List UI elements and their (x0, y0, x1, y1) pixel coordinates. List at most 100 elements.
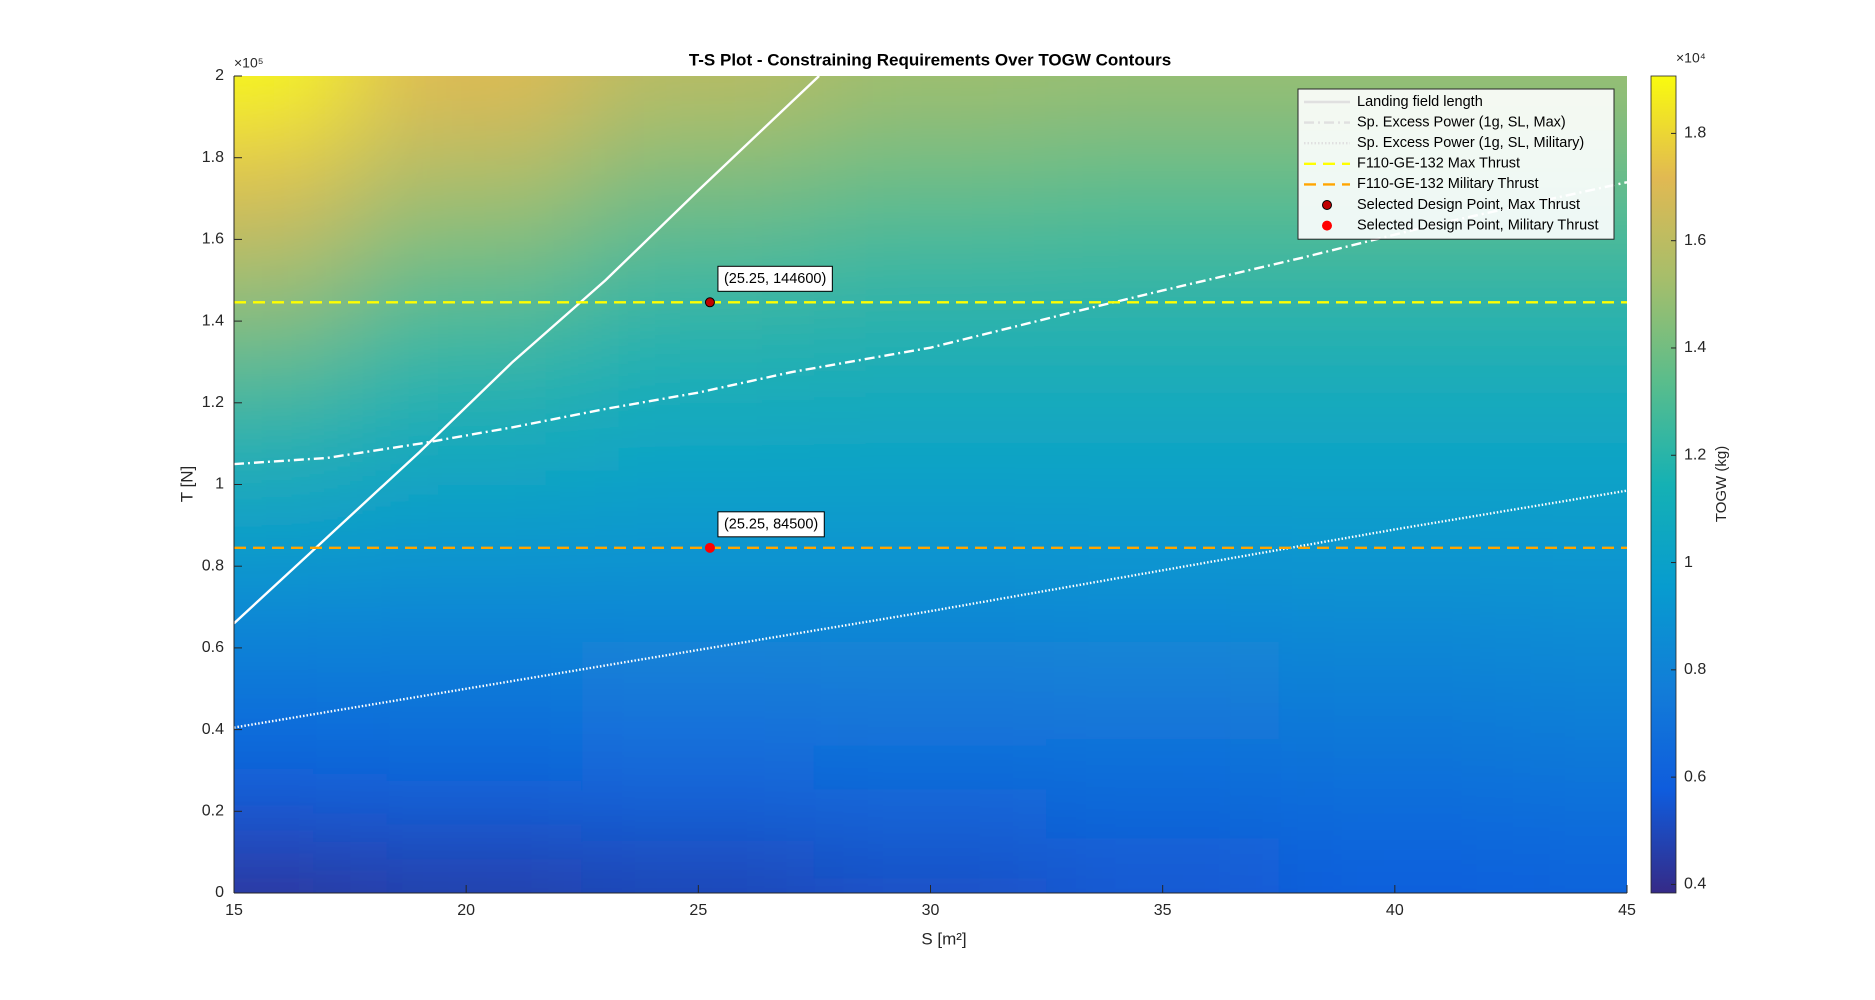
heatmap-cell (234, 76, 351, 128)
heatmap-cell (234, 229, 351, 332)
annotation-box (717, 511, 825, 538)
axes: 15 20 25 30 35 40 45 0 0.2 0.4 0.6 0.8 1 1.2 1.4 1.6 1.8… (202, 67, 1636, 919)
y-tick-label: 1 (215, 476, 224, 493)
colorbar-tick-label: 0.8 (1684, 661, 1706, 678)
legend: Landing field length Sp. Excess Power (1g… (1297, 88, 1615, 240)
legend-box (1297, 88, 1615, 240)
heatmap-cell (350, 76, 583, 128)
legend-marker (1322, 220, 1332, 231)
y-tick-label: 1.2 (202, 394, 224, 411)
heatmap-cell (234, 637, 351, 740)
heatmap-cell (814, 76, 1047, 128)
heatmap-cell (582, 127, 815, 230)
y-exponent: ×10⁵ (234, 55, 264, 71)
heatmap-cell (234, 535, 351, 638)
colorbar-tick-label: 1.8 (1684, 125, 1706, 142)
heatmap-cell (1046, 739, 1279, 842)
heatmap-cell (1046, 229, 1279, 332)
heatmap-cell (1278, 433, 1511, 536)
heatmap-cell (234, 127, 351, 230)
colorbar-tick-label: 0.4 (1684, 876, 1706, 893)
y-tick-label: 0.8 (202, 557, 224, 574)
y-axis-label: T [N] (177, 466, 196, 503)
colorbar-tick-label: 1.2 (1684, 446, 1706, 463)
y-tick-label: 1.6 (202, 231, 224, 248)
heatmap-cell (582, 331, 815, 434)
heatmap-cell (814, 841, 1047, 893)
x-tick-label: 45 (1618, 902, 1636, 919)
heatmap-cell (1046, 433, 1279, 536)
colorbar-tick-label: 1.6 (1684, 232, 1706, 249)
heatmap-cell (234, 433, 351, 536)
heatmap-cell (350, 229, 583, 332)
legend-label: Selected Design Point, Max Thrust (1357, 197, 1580, 213)
colorbar-label: TOGW (kg) (1713, 446, 1730, 522)
heatmap-cell (1510, 739, 1627, 842)
y-tick-label: 0.2 (202, 803, 224, 820)
y-tick-label: 1.8 (202, 149, 224, 166)
heatmap-cell (1278, 637, 1511, 740)
heatmap-cell (1046, 535, 1279, 638)
series-line (234, 76, 820, 625)
design-point (704, 297, 715, 308)
heatmap-cell (1278, 841, 1511, 893)
heatmap-cell (350, 331, 583, 434)
lines (234, 76, 1627, 729)
heatmap-cell (814, 229, 1047, 332)
heatmap-cell (350, 433, 583, 536)
heatmap-cell (1046, 331, 1279, 434)
heatmap-cell (1278, 535, 1511, 638)
heatmap-cell (350, 841, 583, 893)
design-point (704, 542, 715, 553)
x-tick-label: 40 (1386, 902, 1404, 919)
heatmap-cell (582, 637, 815, 740)
colorbar-exponent: ×10⁴ (1676, 50, 1706, 66)
y-tick-label: 1.4 (202, 312, 224, 329)
annotation-label: (25.25, 84500) (724, 517, 818, 533)
legend-label: Sp. Excess Power (1g, SL, Max) (1357, 114, 1566, 130)
series-line (234, 489, 1627, 729)
x-axis-label: S [m²] (921, 929, 966, 948)
heatmap-cell (350, 739, 583, 842)
legend-marker (1322, 200, 1332, 210)
y-tick-label: 2 (215, 67, 224, 84)
colorbar-tick-label: 1.4 (1684, 339, 1706, 356)
legend-label: F110-GE-132 Military Thrust (1357, 176, 1539, 192)
heatmap-cell (582, 535, 815, 638)
heatmap-cell (1278, 229, 1511, 332)
heatmap-cell (814, 433, 1047, 536)
heatmap-cell (1510, 433, 1627, 536)
heatmap-cell (582, 739, 815, 842)
legend-label: Selected Design Point, Military Thrust (1357, 217, 1599, 233)
heatmap-cell (1510, 841, 1627, 893)
colorbar (1650, 75, 1677, 894)
series-line (234, 181, 1627, 466)
heatmap-cell (1510, 331, 1627, 434)
y-tick-label: 0 (215, 884, 224, 901)
legend-label: Landing field length (1357, 94, 1483, 110)
heatmap-cell (1046, 841, 1279, 893)
colorbar-tick-label: 1 (1684, 554, 1693, 571)
legend-label: F110-GE-132 Max Thrust (1357, 156, 1520, 172)
heatmap-cell (1046, 127, 1279, 230)
chart-title: T-S Plot - Constraining Requirements Ove… (689, 50, 1171, 69)
y-tick-label: 0.4 (202, 721, 224, 738)
annotation-label: (25.25, 144600) (724, 271, 826, 287)
colorbar-tick-label: 0.6 (1684, 768, 1706, 785)
heatmap-cell (1046, 637, 1279, 740)
x-tick-label: 20 (457, 902, 475, 919)
legend-label: Sp. Excess Power (1g, SL, Military) (1357, 135, 1584, 151)
annotation-box (717, 265, 833, 292)
x-tick-label: 25 (689, 902, 707, 919)
heatmap-cell (1278, 739, 1511, 842)
x-tick-label: 35 (1154, 902, 1172, 919)
heatmap-cell (1510, 637, 1627, 740)
heatmap-cell (814, 637, 1047, 740)
heatmap-cell (814, 739, 1047, 842)
x-tick-label: 30 (922, 902, 940, 919)
y-tick-label: 0.6 (202, 639, 224, 656)
heatmap-cell (1510, 229, 1627, 332)
heatmap-cell (1510, 535, 1627, 638)
heatmap (234, 76, 1627, 893)
